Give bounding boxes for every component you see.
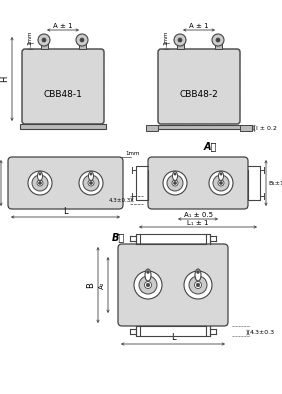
Text: l ± 0.2: l ± 0.2 [256, 126, 277, 130]
FancyBboxPatch shape [158, 49, 240, 124]
Text: A₂: A₂ [99, 281, 105, 289]
Circle shape [219, 182, 222, 184]
Text: 4.3±0.3: 4.3±0.3 [250, 330, 275, 335]
Circle shape [196, 283, 200, 287]
Text: L: L [63, 206, 68, 216]
FancyBboxPatch shape [8, 157, 123, 209]
Circle shape [195, 281, 202, 288]
Circle shape [139, 276, 157, 294]
Circle shape [80, 38, 84, 42]
Circle shape [147, 271, 149, 273]
Text: A式: A式 [203, 141, 217, 151]
Circle shape [220, 173, 222, 175]
Circle shape [174, 34, 186, 46]
Circle shape [144, 281, 151, 288]
Circle shape [37, 180, 43, 186]
Text: CBB48-2: CBB48-2 [180, 90, 218, 99]
Circle shape [90, 173, 92, 175]
Text: H: H [0, 76, 9, 82]
Text: 4.3±0.3: 4.3±0.3 [109, 197, 131, 203]
Circle shape [212, 34, 224, 46]
Circle shape [38, 34, 50, 46]
Circle shape [197, 271, 199, 273]
Circle shape [174, 173, 176, 175]
Circle shape [79, 171, 103, 195]
Bar [215, 43, 221, 49]
Circle shape [28, 171, 52, 195]
Text: B: B [86, 282, 95, 288]
Bar [146, 125, 158, 131]
Text: CBB48-1: CBB48-1 [43, 90, 82, 99]
Text: B₁±1: B₁±1 [268, 180, 282, 186]
Circle shape [39, 182, 41, 184]
Circle shape [173, 182, 177, 184]
Circle shape [88, 180, 94, 186]
Text: 1mm: 1mm [164, 30, 169, 45]
Circle shape [209, 171, 233, 195]
Ellipse shape [219, 171, 224, 180]
Circle shape [42, 38, 46, 42]
Bar [78, 43, 85, 49]
FancyBboxPatch shape [148, 157, 248, 209]
Text: 1mm: 1mm [125, 151, 140, 156]
Circle shape [172, 180, 178, 186]
Text: L₁ ± 1: L₁ ± 1 [187, 219, 209, 225]
Circle shape [134, 271, 162, 299]
Circle shape [178, 38, 182, 42]
Ellipse shape [145, 269, 151, 281]
Circle shape [146, 283, 150, 287]
Circle shape [218, 180, 224, 186]
Circle shape [163, 171, 187, 195]
Ellipse shape [173, 171, 177, 180]
Text: A₁ ± 0.5: A₁ ± 0.5 [184, 212, 213, 217]
Circle shape [213, 175, 229, 191]
Circle shape [189, 276, 207, 294]
Bar [20, 124, 106, 129]
Circle shape [39, 173, 41, 175]
Text: B式: B式 [111, 232, 125, 242]
Bar [156, 125, 242, 129]
Circle shape [184, 271, 212, 299]
Text: A ± 1: A ± 1 [189, 22, 209, 28]
Ellipse shape [38, 171, 43, 180]
Circle shape [89, 182, 92, 184]
Circle shape [76, 34, 88, 46]
Circle shape [32, 175, 48, 191]
Ellipse shape [195, 269, 201, 281]
Bar [41, 43, 47, 49]
Circle shape [167, 175, 183, 191]
FancyBboxPatch shape [22, 49, 104, 124]
Bar [177, 43, 184, 49]
Text: A ± 1: A ± 1 [53, 22, 73, 28]
Bar [240, 125, 252, 131]
Text: L: L [171, 333, 175, 342]
FancyBboxPatch shape [118, 244, 228, 326]
Circle shape [216, 38, 220, 42]
Text: 1mm: 1mm [28, 30, 32, 45]
Circle shape [83, 175, 99, 191]
Ellipse shape [89, 171, 94, 180]
